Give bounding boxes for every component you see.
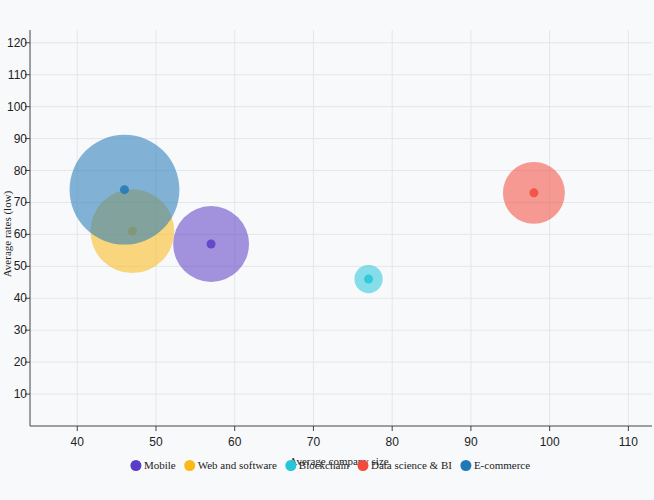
x-tick: [77, 426, 78, 431]
bubble-center: [529, 188, 538, 197]
bubble: [503, 162, 565, 224]
x-tick-label: 80: [385, 435, 399, 449]
x-tick: [549, 426, 550, 431]
y-tick-label: 10: [14, 387, 28, 401]
y-tick-label: 40: [14, 291, 28, 305]
x-tick-label: 110: [619, 435, 638, 449]
x-tick-label: 100: [540, 435, 560, 449]
x-tick: [234, 426, 235, 431]
legend-marker: [285, 460, 296, 471]
y-tick-label: 30: [14, 323, 28, 337]
y-tick-label: 70: [14, 195, 28, 209]
chart: 40 50 60 70 80 90 100 110 10 20 30 40 50 60 70 80 90 100 1…: [0, 0, 654, 500]
bubble: [70, 135, 180, 245]
x-tick: [628, 426, 629, 431]
y-tick-label: 100: [7, 100, 27, 114]
y-axis: [30, 30, 31, 426]
y-tick-label: 120: [7, 36, 27, 50]
bubble-center: [364, 275, 373, 284]
y-grid-line: [30, 394, 652, 395]
x-tick: [470, 426, 471, 431]
y-tick-label: 90: [14, 132, 28, 146]
x-axis: [30, 426, 652, 427]
x-tick: [392, 426, 393, 431]
x-grid-line: [549, 30, 550, 426]
x-tick-label: 60: [228, 435, 242, 449]
bubble: [173, 206, 249, 282]
y-grid-line: [30, 106, 652, 107]
bubble-center: [207, 239, 216, 248]
x-tick-label: 50: [149, 435, 163, 449]
x-tick: [155, 426, 156, 431]
legend-label: Blockchain: [299, 459, 350, 471]
x-grid-line: [392, 30, 393, 426]
legend-label: Data science & BI: [371, 459, 452, 471]
bubble-center: [120, 185, 129, 194]
legend-marker: [130, 460, 141, 471]
y-grid-line: [30, 298, 652, 299]
x-grid-line: [313, 30, 314, 426]
legend: Mobile Web and software Blockchain Data sci…: [130, 459, 530, 471]
y-grid-line: [30, 74, 652, 75]
legend-marker: [184, 460, 195, 471]
x-tick-label: 90: [464, 435, 478, 449]
y-tick-label: 50: [14, 259, 28, 273]
x-grid-line: [470, 30, 471, 426]
x-grid-line: [77, 30, 78, 426]
y-grid-line: [30, 42, 652, 43]
x-tick-label: 40: [71, 435, 85, 449]
y-tick-label: 110: [8, 68, 27, 82]
y-tick-label: 80: [14, 164, 28, 178]
y-grid-line: [30, 330, 652, 331]
y-tick-label: 20: [14, 355, 28, 369]
x-tick-label: 70: [307, 435, 321, 449]
marks: [70, 135, 565, 293]
legend-marker: [357, 460, 368, 471]
background: [0, 0, 654, 500]
y-grid-line: [30, 362, 652, 363]
legend-label: Web and software: [198, 459, 277, 471]
legend-label: Mobile: [144, 459, 176, 471]
legend-label: E-commerce: [474, 459, 530, 471]
x-tick: [313, 426, 314, 431]
y-tick-label: 60: [14, 227, 28, 241]
x-grid-line: [628, 30, 629, 426]
y-axis-title: Average rates (low): [1, 190, 14, 277]
bubble: [354, 265, 382, 293]
legend-marker: [460, 460, 471, 471]
